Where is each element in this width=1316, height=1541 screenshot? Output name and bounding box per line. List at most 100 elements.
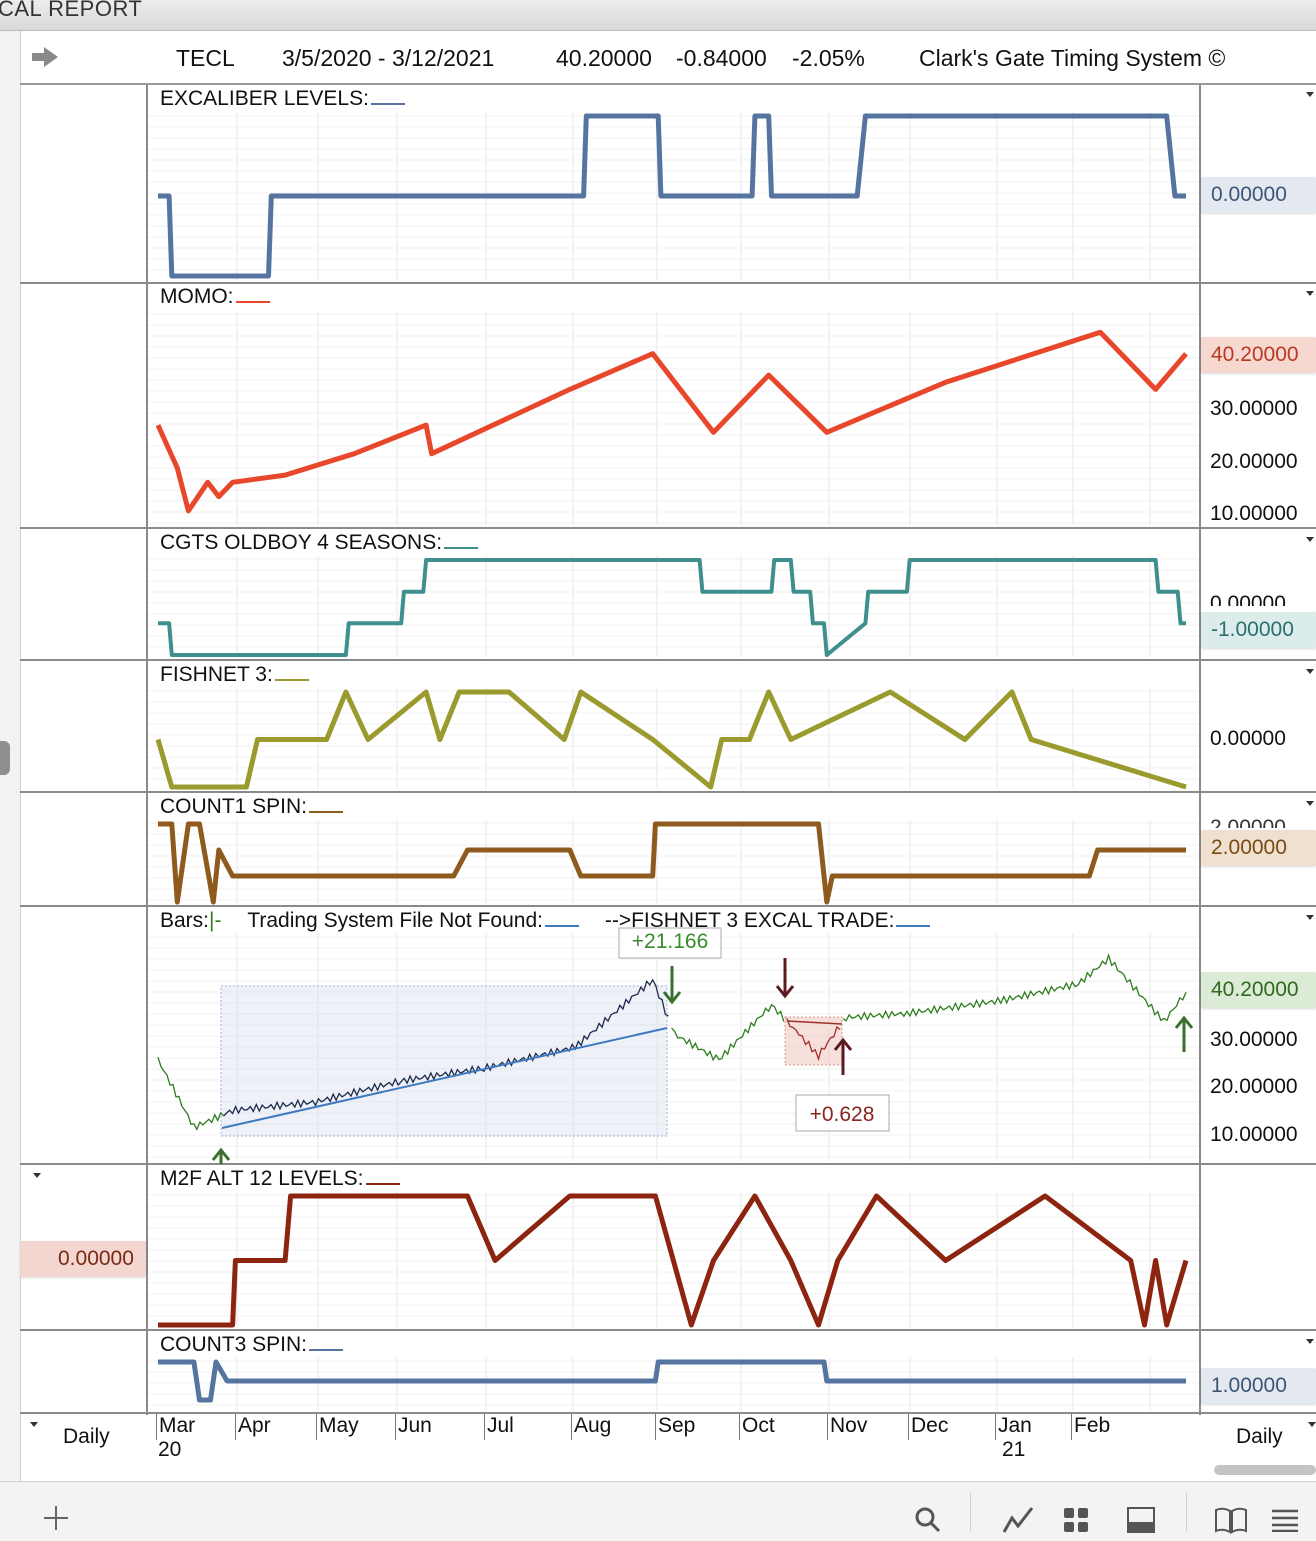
count3-value-box: 1.00000 [1201,1368,1316,1404]
line-chart-icon[interactable] [1002,1504,1034,1536]
trade1-profit-label: +21.166 [632,930,709,953]
list-icon[interactable] [1270,1508,1300,1532]
bars-label: Bars:|- Trading System File Not Found: -… [160,909,931,933]
label-backdrop [148,909,1198,931]
month-tick [156,1414,157,1440]
period-left[interactable]: Daily [63,1425,110,1448]
panel-menu-caret[interactable] [1306,1339,1314,1344]
momo-ytick: 10.00000 [1210,502,1298,525]
header-change: -0.84000 [676,45,767,71]
divider [20,791,1316,793]
month-tick [655,1414,656,1440]
series-line-1 [155,329,1188,514]
month-label: Feb [1074,1414,1111,1437]
panel-menu-caret[interactable] [1306,669,1314,674]
month-label: Dec [911,1414,949,1437]
panel-menu-caret[interactable] [33,1173,41,1178]
month-tick [235,1414,236,1440]
plot-right-border [1199,85,1201,1415]
series-line-3 [155,689,1187,790]
period-menu-caret[interactable] [1308,1422,1316,1427]
m2f-value-box: 0.00000 [20,1241,146,1277]
arrow-down-icon [662,991,682,1005]
grid-icon[interactable] [1062,1506,1090,1534]
month-tick [571,1414,572,1440]
month-label: Jul [487,1414,514,1437]
month-tick [316,1414,317,1440]
price-series-segment [786,1018,841,1062]
period-menu-caret[interactable] [30,1422,38,1427]
window-title: CAL REPORT [0,0,143,21]
trade2-profit-label: +0.628 [810,1103,875,1126]
bottom-toolbar [0,1481,1316,1541]
period-right[interactable]: Daily [1236,1425,1283,1448]
divider [20,282,1316,284]
month-tick [908,1414,909,1440]
count1-ytick-top: 2.00000 [1210,816,1286,828]
header-date-range: 3/5/2020 - 3/12/2021 [282,45,495,71]
series-line-2 [158,558,1186,657]
bars-value-box: 40.20000 [1201,972,1316,1008]
chart-header: TECL 3/5/2020 - 3/12/2021 40.20000 -0.84… [20,31,1316,85]
book-icon[interactable] [1214,1506,1248,1534]
trade-trendline [786,1020,843,1025]
panel-menu-caret[interactable] [1306,915,1314,920]
count3-label: COUNT3 SPIN: [160,1333,344,1357]
momo-ytick: 20.00000 [1210,450,1298,473]
month-tick [1071,1414,1072,1440]
series-line-6 [158,1193,1189,1328]
excaliber-value-box: 0.00000 [1201,177,1316,213]
price-series-segment [223,978,669,1117]
fishnet-value: 0.00000 [1210,727,1286,750]
oldboy-ytick-top: 0.00000 [1210,592,1286,606]
fishnet-label: FISHNET 3: [160,663,309,687]
arrow-down-icon [775,985,795,999]
divider [20,1163,1316,1165]
month-label: Nov [830,1414,868,1437]
series-line-0 [158,113,1186,279]
month-tick [739,1414,740,1440]
month-label: Jun [398,1414,432,1437]
count1-label: COUNT1 SPIN: [160,795,344,819]
divider [20,1412,1316,1414]
trade-box-short [784,1016,843,1066]
divider [20,1329,1316,1331]
panel-menu-caret[interactable] [1306,92,1314,97]
panel-layout-icon[interactable] [1126,1506,1156,1534]
excaliber-label: EXCALIBER LEVELS: [160,87,405,111]
month-tick [484,1414,485,1440]
month-label: May [319,1414,359,1437]
left-edge-strip [0,31,21,1481]
month-label: Jan [998,1414,1032,1437]
horizontal-scrollbar[interactable] [1214,1465,1316,1475]
panel-menu-caret[interactable] [1306,537,1314,542]
month-tick [395,1414,396,1440]
bars-ytick: 10.00000 [1210,1123,1298,1146]
month-tick [827,1414,828,1440]
header-system: Clark's Gate Timing System © [919,45,1226,71]
year-label: 21 [1002,1438,1026,1461]
toolbar-separator [1186,1492,1187,1532]
trade1-label-box [618,927,722,959]
trade-trendline [221,1027,668,1129]
m2f-label: M2F ALT 12 LEVELS: [160,1167,400,1191]
year-label: 20 [158,1438,182,1461]
header-change-pct: -2.05% [792,45,865,71]
search-icon[interactable] [914,1506,942,1534]
oldboy-value-box: -1.00000 [1201,612,1316,648]
momo-label: MOMO: [160,285,270,309]
price-series-segment [157,1057,225,1131]
price-series-segment [671,1003,785,1062]
window-titlebar: CAL REPORT [0,0,1316,31]
panel-menu-caret[interactable] [1306,801,1314,806]
month-label: Mar [159,1414,196,1437]
divider [20,659,1316,661]
arrow-right-icon[interactable] [30,45,60,69]
add-icon[interactable] [42,1504,70,1532]
month-tick [995,1414,996,1440]
month-label: Oct [742,1414,775,1437]
splitter-handle[interactable] [0,741,10,775]
divider [20,905,1316,907]
panel-menu-caret[interactable] [1306,291,1314,296]
